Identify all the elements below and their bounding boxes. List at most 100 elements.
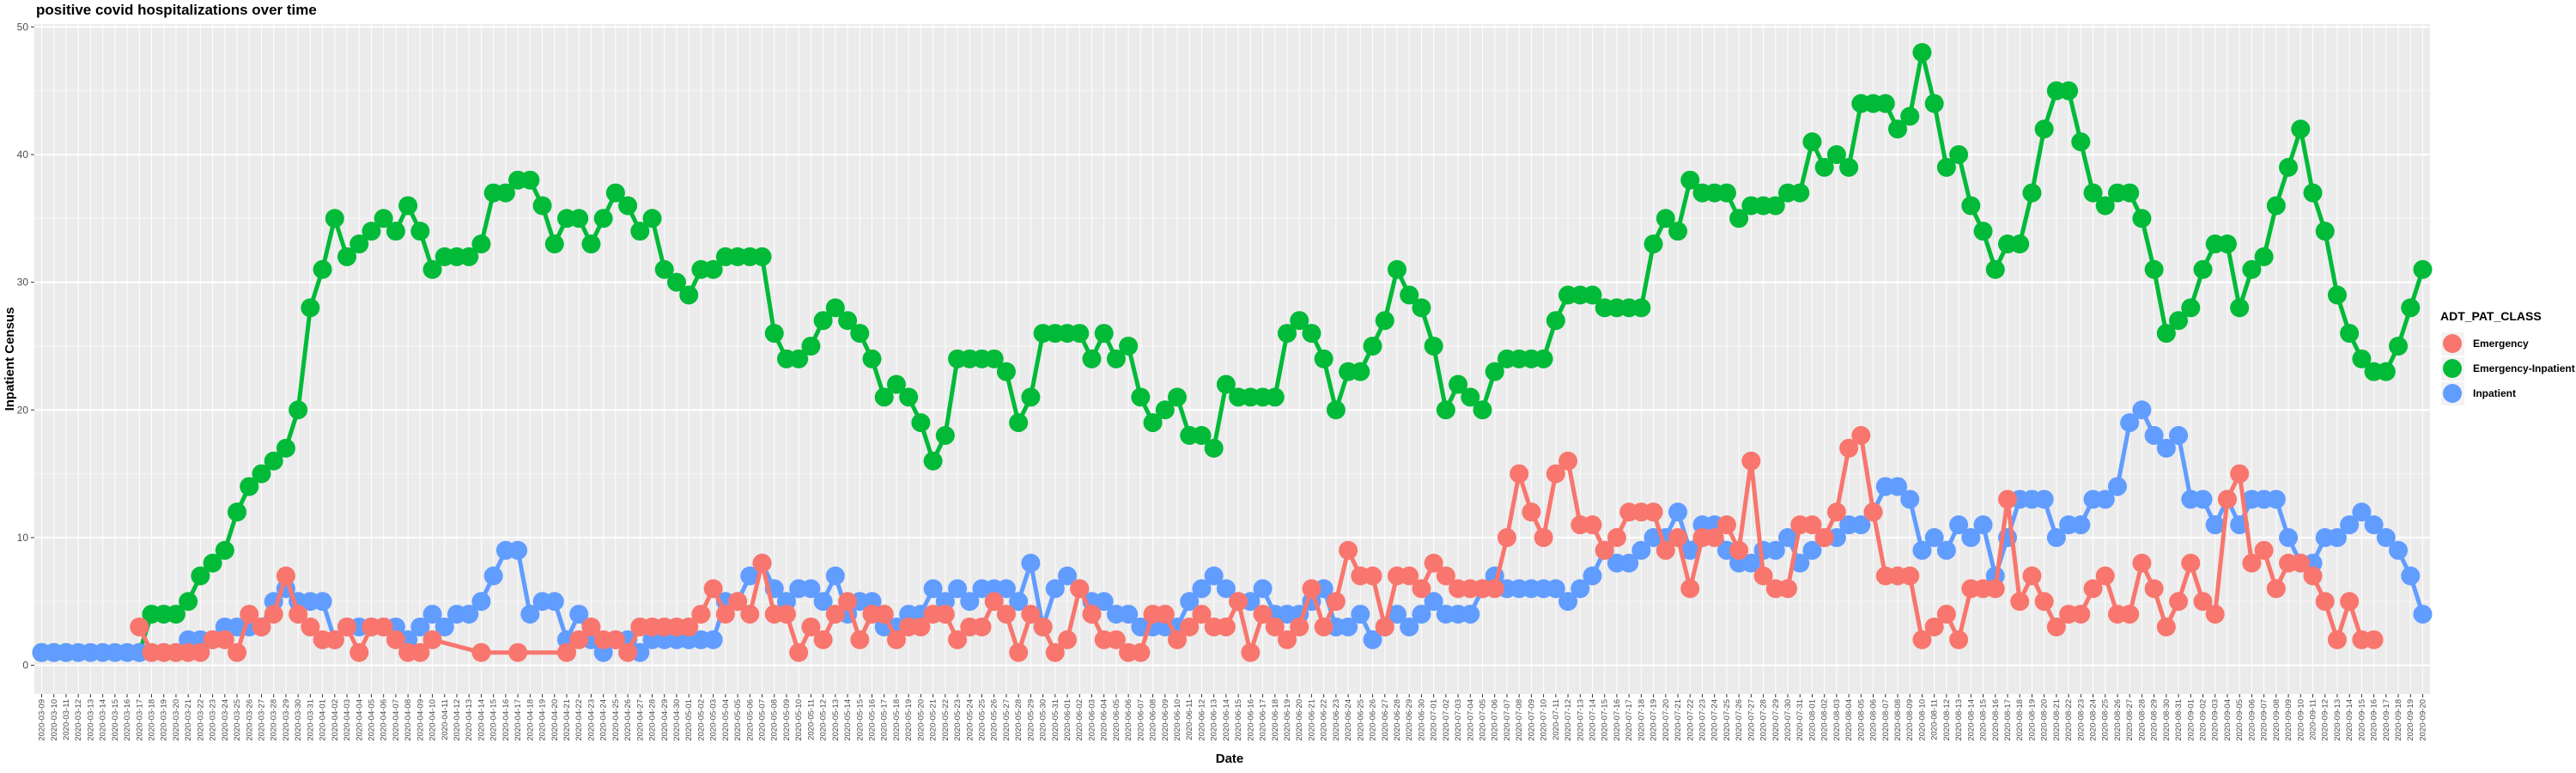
x-tick-label: 2020-06-21 (1307, 699, 1316, 741)
data-point (2071, 515, 2091, 535)
x-tick-label: 2020-07-29 (1771, 699, 1781, 741)
data-point (703, 579, 723, 599)
data-point (410, 222, 430, 241)
x-tick-label: 2020-06-25 (1356, 699, 1365, 741)
x-tick-label: 2020-05-02 (696, 699, 706, 741)
data-point (2230, 298, 2250, 318)
data-point (740, 605, 760, 624)
x-tick-label: 2020-05-06 (745, 699, 755, 741)
x-tick-label: 2020-09-06 (2247, 699, 2257, 741)
x-tick-label: 2020-08-24 (2089, 699, 2099, 741)
x-tick-label: 2020-03-12 (74, 699, 83, 741)
x-tick-label: 2020-09-07 (2260, 699, 2269, 741)
data-point (1424, 592, 1443, 612)
data-point (984, 349, 1004, 368)
data-point (2046, 527, 2066, 547)
data-point (1033, 617, 1053, 636)
data-point (2034, 119, 2054, 139)
data-point (2291, 119, 2311, 139)
legend-marker (2443, 334, 2462, 353)
x-tick-label: 2020-04-25 (611, 699, 621, 741)
x-tick-label: 2020-08-08 (1893, 699, 1903, 741)
x-tick-label: 2020-08-31 (2174, 699, 2184, 741)
legend: ADT_PAT_CLASS Emergency Emergency-Inpatie… (2440, 309, 2575, 405)
data-point (1668, 502, 1688, 522)
data-point (1680, 170, 1700, 190)
x-tick-label: 2020-07-25 (1722, 699, 1732, 741)
x-tick-label: 2020-05-13 (831, 699, 841, 741)
data-point (1290, 311, 1309, 331)
data-point (1534, 527, 1553, 547)
x-tick-label: 2020-04-04 (355, 699, 364, 741)
data-point (1326, 592, 1346, 612)
data-point (1204, 438, 1224, 458)
x-tick-label: 2020-04-27 (635, 699, 645, 741)
x-tick-label: 2020-09-13 (2333, 699, 2342, 741)
x-tick-label: 2020-06-30 (1417, 699, 1426, 741)
data-point (2364, 515, 2384, 535)
data-point (789, 642, 809, 662)
data-point (1961, 196, 1981, 216)
x-tick-label: 2020-04-30 (672, 699, 682, 741)
x-tick-label: 2020-08-16 (1991, 699, 2001, 741)
data-point (1765, 540, 1785, 560)
data-point (191, 566, 210, 586)
x-tick-label: 2020-08-02 (1820, 699, 1830, 741)
data-point (1314, 617, 1334, 636)
data-point (1826, 502, 1846, 522)
x-tick-label: 2020-04-26 (623, 699, 633, 741)
x-tick-label: 2020-09-08 (2272, 699, 2281, 741)
data-point (1241, 642, 1261, 662)
y-tick-label: 0 (22, 660, 28, 672)
data-point (495, 183, 515, 203)
data-point (130, 617, 149, 636)
x-tick-label: 2020-03-26 (245, 699, 254, 741)
data-point (1351, 362, 1370, 381)
data-point (1729, 209, 1749, 228)
data-point (337, 617, 357, 636)
x-tick-label: 2020-06-07 (1136, 699, 1145, 741)
data-point (422, 259, 442, 279)
x-tick-label: 2020-03-24 (221, 699, 230, 741)
data-point (313, 592, 332, 612)
data-point (1412, 605, 1431, 624)
x-tick-label: 2020-08-12 (1942, 699, 1952, 741)
x-tick-label: 2020-03-31 (306, 699, 315, 741)
data-point (179, 592, 198, 612)
x-tick-label: 2020-04-19 (538, 699, 548, 741)
data-point (825, 298, 845, 318)
data-point (1571, 579, 1590, 599)
x-tick-label: 2020-04-11 (440, 699, 450, 740)
data-point (996, 605, 1016, 624)
data-point (325, 209, 344, 228)
data-point (349, 642, 369, 662)
data-point (1009, 413, 1029, 433)
x-tick-label: 2020-06-11 (1185, 699, 1194, 740)
x-tick-label: 2020-04-13 (465, 699, 474, 741)
data-point (386, 222, 405, 241)
data-point (1863, 502, 1883, 522)
x-tick-label: 2020-03-13 (86, 699, 95, 741)
data-point (1290, 617, 1309, 636)
data-point (1631, 298, 1651, 318)
data-point (935, 425, 955, 445)
data-point (1400, 285, 1419, 305)
x-tick-label: 2020-06-03 (1087, 699, 1097, 741)
data-point (1436, 566, 1455, 586)
data-point (2303, 566, 2323, 586)
data-point (2303, 183, 2323, 203)
data-point (1277, 630, 1297, 649)
x-tick-label: 2020-05-30 (1039, 699, 1048, 741)
data-point (1936, 157, 1956, 177)
data-point (2315, 222, 2335, 241)
data-point (1510, 464, 1529, 484)
x-tick-label: 2020-04-01 (319, 699, 328, 741)
data-point (228, 642, 247, 662)
x-tick-label: 2020-09-01 (2186, 699, 2196, 741)
data-point (948, 579, 968, 599)
data-point (1204, 566, 1224, 586)
data-point (166, 605, 185, 624)
x-tick-label: 2020-05-23 (953, 699, 963, 741)
data-point (1070, 579, 1090, 599)
data-point (605, 630, 625, 649)
